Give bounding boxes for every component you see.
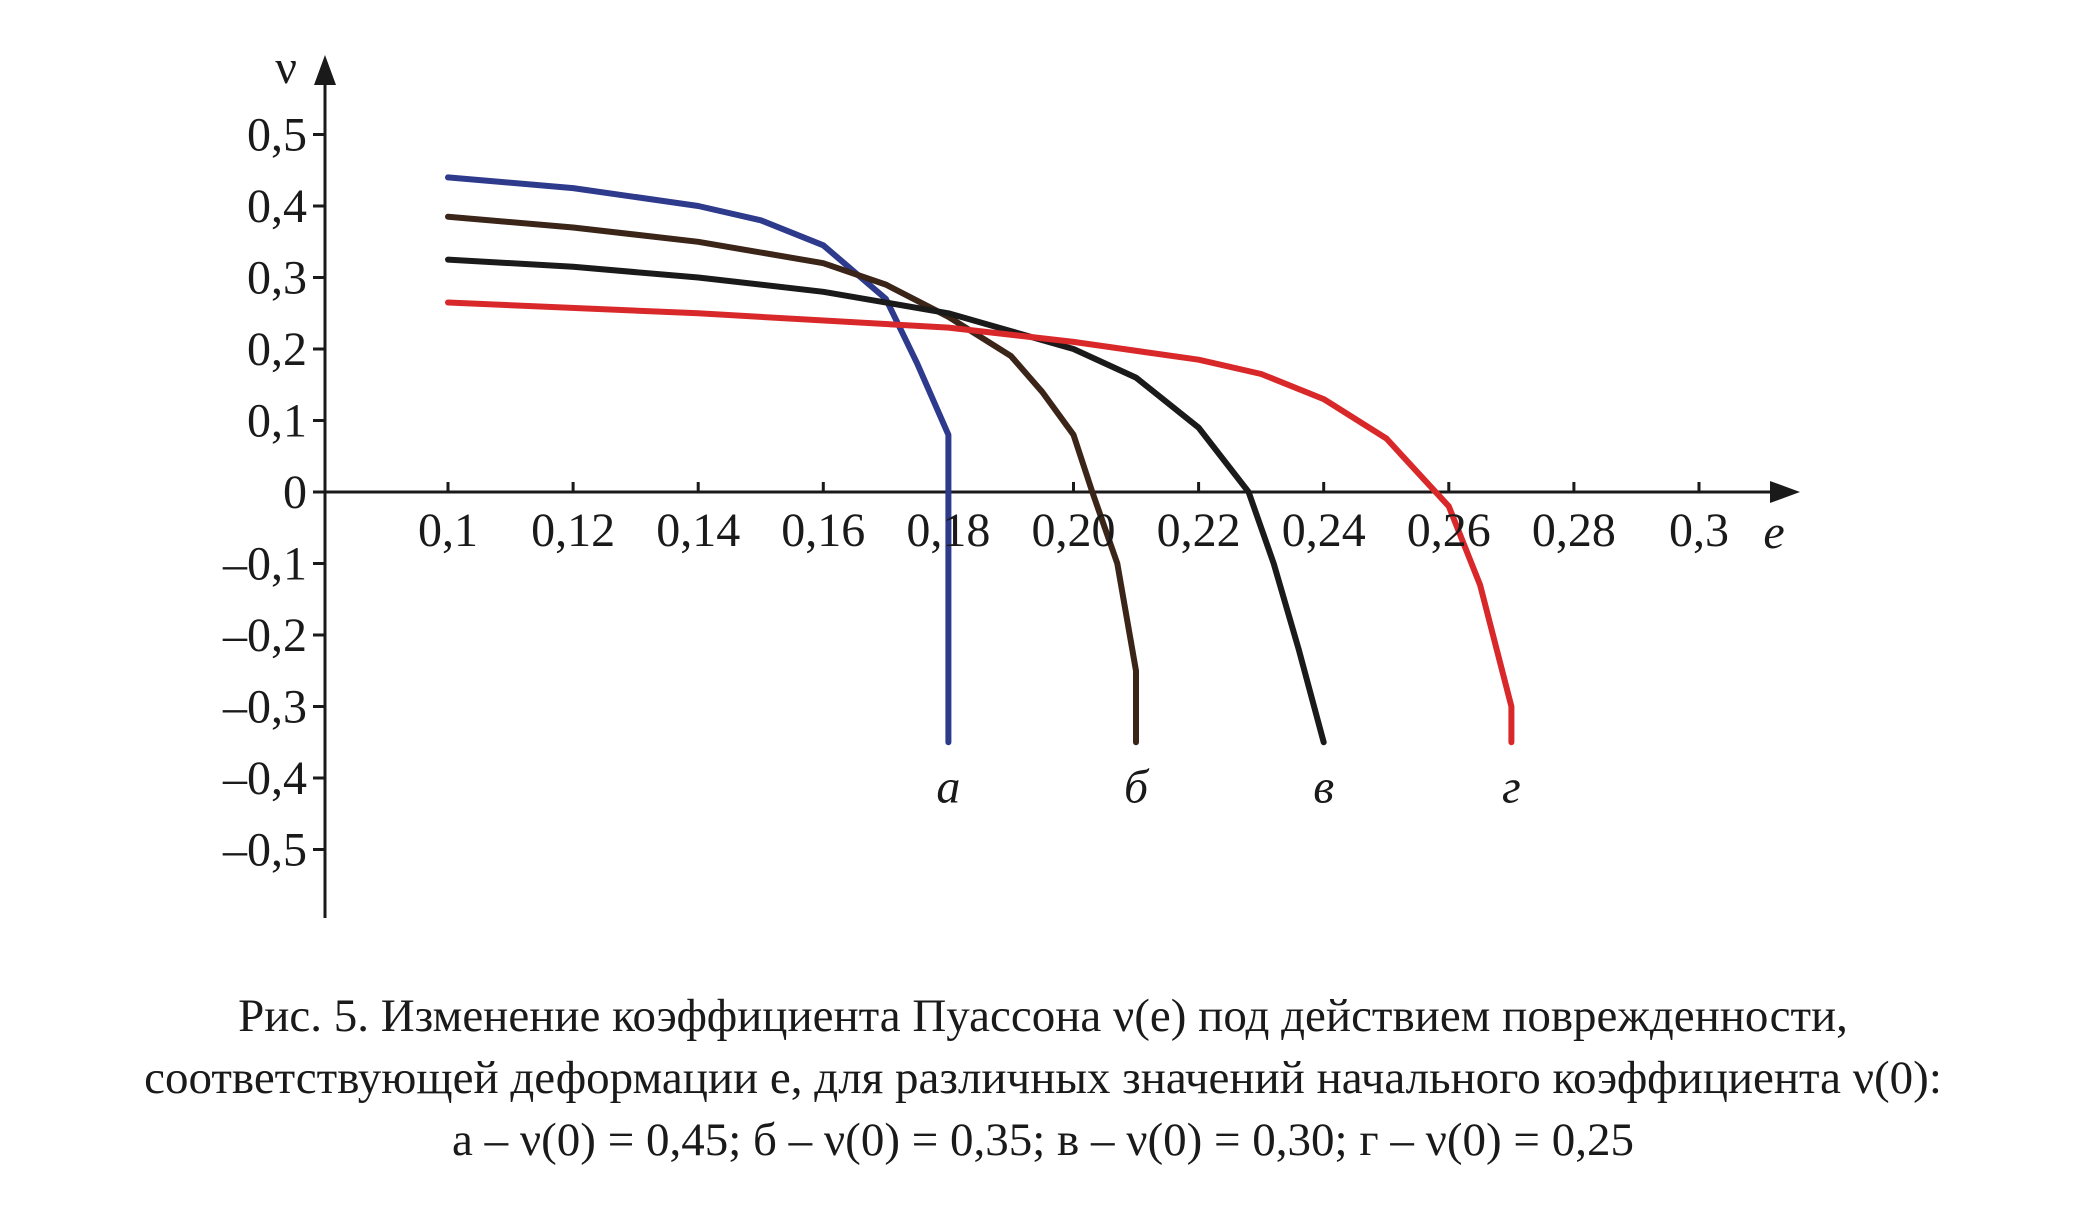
x-tick-label: 0,12 bbox=[531, 504, 615, 557]
x-tick-label: 0,20 bbox=[1032, 504, 1116, 557]
axes bbox=[313, 55, 1800, 918]
x-tick-label: 0,16 bbox=[781, 504, 865, 557]
x-axis-arrow-icon bbox=[1770, 481, 1800, 503]
curve-label-2: б bbox=[1124, 760, 1150, 813]
y-tick-label: 0,3 bbox=[247, 252, 307, 305]
caption-line-1: Рис. 5. Изменение коэффициента Пуассона … bbox=[238, 990, 1848, 1042]
series-lines bbox=[445, 174, 1515, 746]
series-line-4 bbox=[445, 299, 1515, 746]
y-tick-label: –0,3 bbox=[222, 681, 307, 734]
y-tick-label: 0 bbox=[283, 466, 307, 519]
y-tick-label: –0,2 bbox=[222, 609, 307, 662]
series-line-1 bbox=[445, 174, 952, 746]
series-line-2 bbox=[445, 213, 1139, 746]
caption-line-3: а – ν(0) = 0,45; б – ν(0) = 0,35; в – ν(… bbox=[452, 1114, 1634, 1166]
figure-caption: Рис. 5. Изменение коэффициента Пуассона … bbox=[0, 985, 2086, 1171]
y-tick-label: 0,2 bbox=[247, 323, 307, 376]
x-tick-label: 0,26 bbox=[1407, 504, 1491, 557]
x-tick-label: 0,24 bbox=[1282, 504, 1366, 557]
y-tick-label: –0,5 bbox=[222, 824, 307, 877]
tick-labels: 0,5 0,4 0,3 0,2 0,1 0 –0,1 –0,2 –0,3 –0,4 –0,5 0,1 0… bbox=[222, 41, 1785, 877]
y-tick-label: 0,5 bbox=[247, 109, 307, 162]
x-axis-title: e bbox=[1763, 506, 1784, 559]
x-tick-label: 0,1 bbox=[418, 504, 478, 557]
caption-line-2: соответствующей деформации е, для различ… bbox=[144, 1052, 1942, 1104]
series-line-3 bbox=[445, 256, 1327, 746]
y-tick-label: 0,1 bbox=[247, 395, 307, 448]
x-tick-label: 0,14 bbox=[656, 504, 740, 557]
y-tick-label: 0,4 bbox=[247, 180, 307, 233]
y-tick-label: –0,1 bbox=[222, 538, 307, 591]
x-tick-label: 0,18 bbox=[906, 504, 990, 557]
y-axis-title: ν bbox=[275, 41, 297, 94]
x-tick-label: 0,28 bbox=[1532, 504, 1616, 557]
curve-label-3: в bbox=[1313, 760, 1334, 813]
curve-label-4: г bbox=[1502, 760, 1521, 813]
y-tick-label: –0,4 bbox=[222, 752, 307, 805]
x-tick-label: 0,22 bbox=[1157, 504, 1241, 557]
curve-label-1: а bbox=[936, 760, 960, 813]
y-axis-arrow-icon bbox=[314, 55, 336, 85]
x-tick-label: 0,3 bbox=[1669, 504, 1729, 557]
